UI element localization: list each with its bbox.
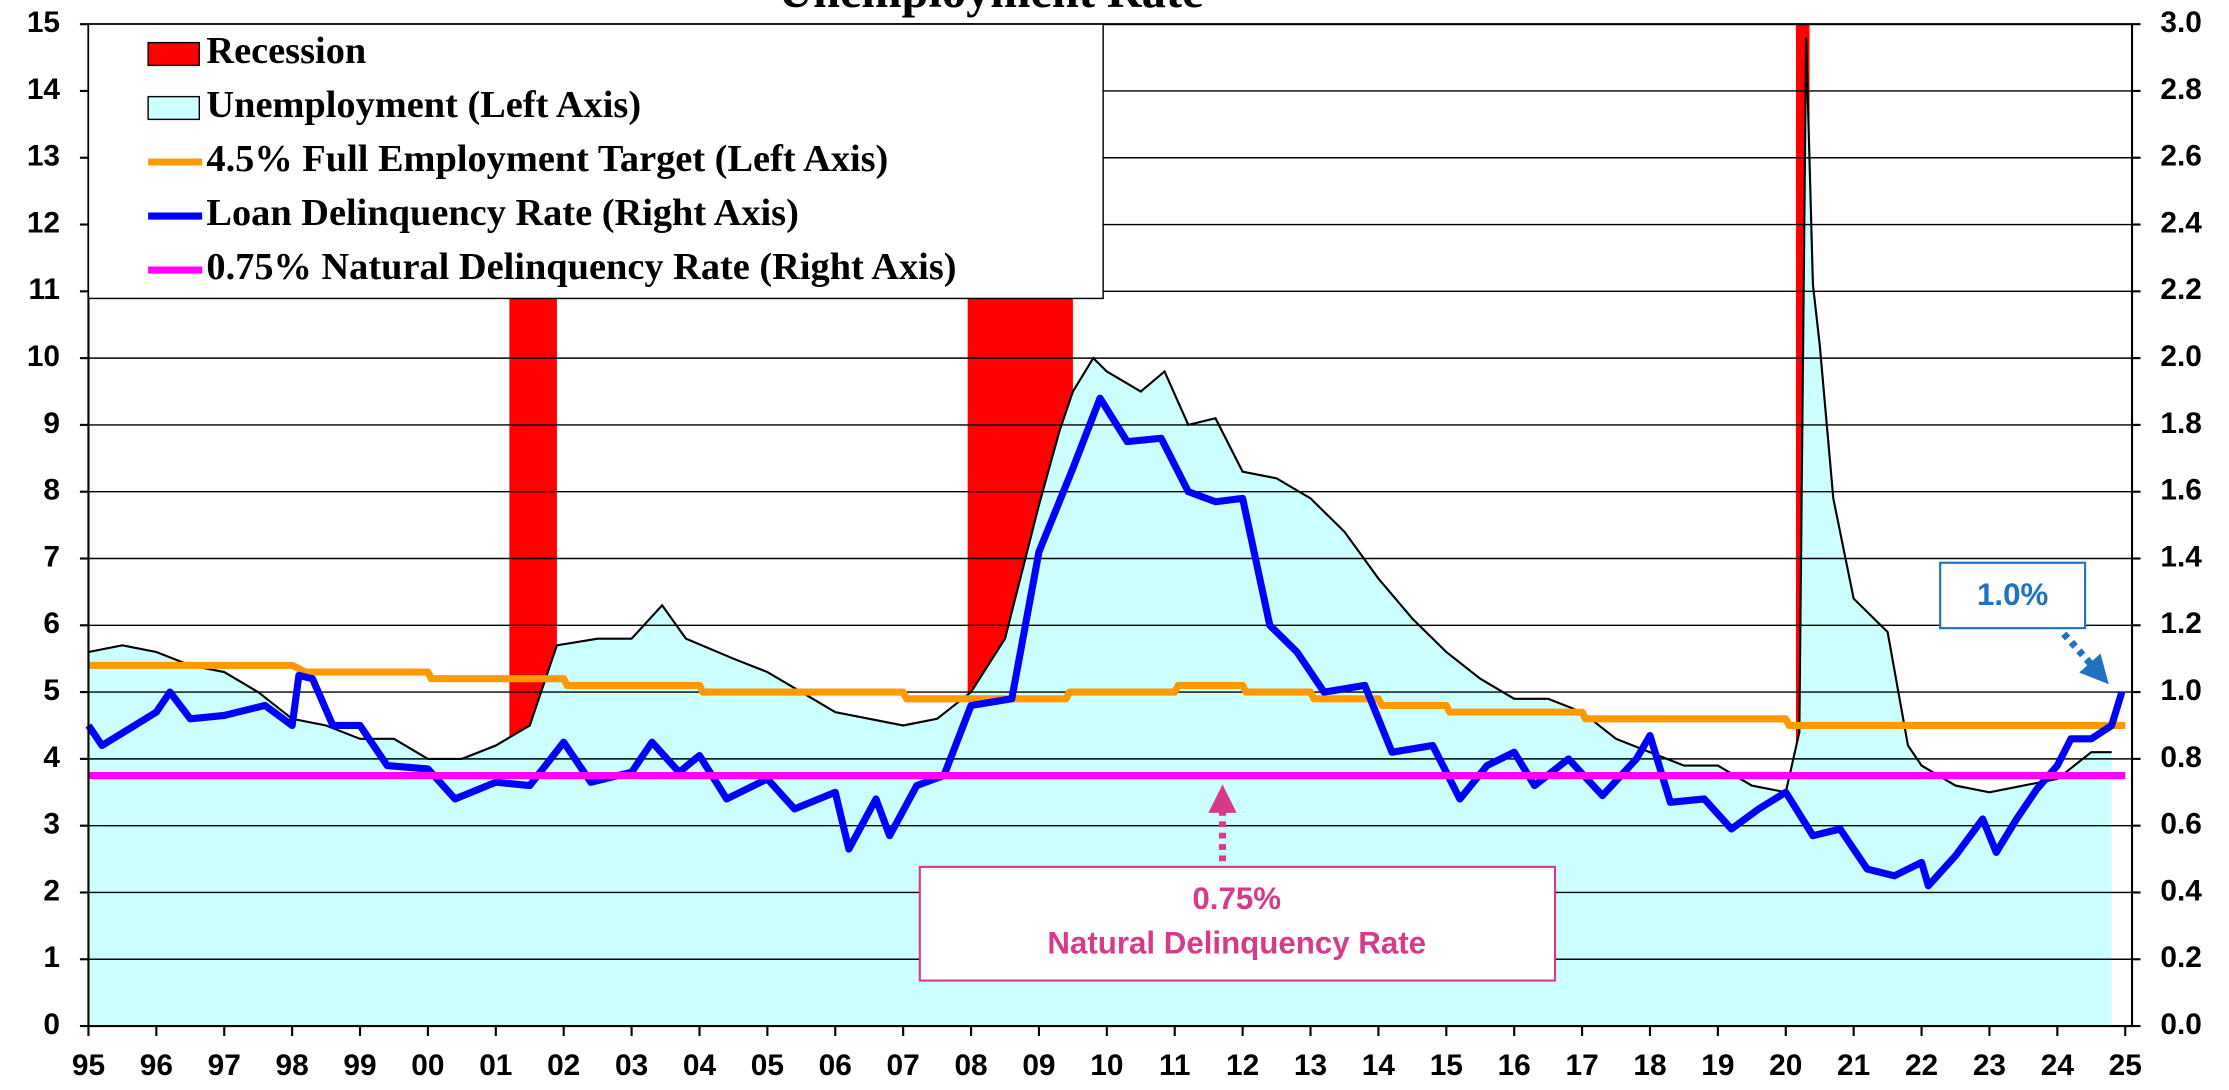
y-tick-label: 10	[27, 340, 60, 373]
y-tick-label: 15	[27, 6, 60, 39]
legend-label: Unemployment (Left Axis)	[206, 84, 641, 126]
x-tick-label: 12	[1226, 1049, 1259, 1082]
x-tick-label: 19	[1701, 1049, 1734, 1082]
x-tick-label: 01	[479, 1049, 512, 1082]
x-tick-label: 18	[1633, 1049, 1666, 1082]
y-tick-label: 1	[43, 941, 60, 974]
x-tick-label: 95	[72, 1049, 105, 1082]
chart-title: Unemployment Rate	[778, 0, 1203, 18]
legend-swatch	[147, 41, 201, 67]
line	[85, 394, 2126, 890]
x-tick-label: 23	[1973, 1049, 2006, 1082]
x-tick-label: 15	[1430, 1049, 1463, 1082]
y2-tick-label: 0.6	[2160, 808, 2201, 841]
y-tick-label: 12	[27, 206, 60, 239]
y-tick-label: 11	[28, 273, 60, 306]
y-tick-label: 14	[27, 73, 61, 106]
y2-tick-label: 2.2	[2160, 273, 2201, 306]
legend-swatch	[147, 95, 201, 121]
y-tick-label: 5	[43, 674, 60, 707]
plot-frame	[87, 23, 2134, 1028]
x-tick-label: 06	[819, 1049, 852, 1082]
y-tick-label: 0	[43, 1008, 60, 1041]
y-tick-label: 9	[43, 407, 60, 440]
y-tick-label: 8	[43, 474, 60, 507]
y2-tick-label: 0.2	[2160, 941, 2201, 974]
annotation-box	[918, 865, 1557, 982]
x-tick-label: 16	[1498, 1049, 1531, 1082]
y2-tick-label: 0.4	[2160, 874, 2202, 907]
y2-tick-label: 2.0	[2160, 340, 2201, 373]
y2-tick-label: 1.8	[2160, 407, 2201, 440]
annotation-text: 1.0%	[1977, 577, 2048, 612]
x-tick-label: 11	[1159, 1049, 1191, 1082]
x-tick-label: 22	[1905, 1049, 1938, 1082]
x-tick-label: 08	[954, 1049, 987, 1082]
x-tick-label: 07	[887, 1049, 920, 1082]
annotation-text: 0.75%	[1192, 881, 1281, 916]
annotation-text: Natural Delinquency Rate	[1047, 925, 1426, 960]
y2-tick-label: 2.8	[2160, 73, 2201, 106]
x-tick-label: 25	[2109, 1049, 2142, 1082]
x-tick-label: 13	[1294, 1049, 1327, 1082]
x-tick-label: 21	[1837, 1049, 1870, 1082]
x-tick-label: 97	[208, 1049, 241, 1082]
y-tick-label: 4	[43, 741, 60, 774]
x-tick-label: 14	[1362, 1049, 1396, 1082]
y-tick-label: 7	[43, 540, 60, 573]
x-tick-label: 03	[615, 1049, 648, 1082]
x-tick-label: 05	[751, 1049, 784, 1082]
x-tick-label: 98	[276, 1049, 309, 1082]
area-outline	[88, 37, 2112, 794]
y2-tick-label: 1.4	[2160, 540, 2202, 573]
x-tick-label: 99	[343, 1049, 376, 1082]
annotation-arrow	[2061, 631, 2109, 685]
y2-tick-label: 1.0	[2160, 674, 2201, 707]
y2-tick-label: 1.6	[2160, 474, 2201, 507]
y-tick-label: 13	[27, 140, 60, 173]
y2-tick-label: 3.0	[2160, 6, 2201, 39]
y2-tick-label: 0.0	[2160, 1008, 2201, 1041]
x-tick-label: 02	[547, 1049, 580, 1082]
y-tick-label: 6	[43, 607, 60, 640]
annotation-box	[1939, 561, 2087, 630]
x-tick-label: 20	[1769, 1049, 1802, 1082]
legend-label: 4.5% Full Employment Target (Left Axis)	[206, 138, 888, 180]
x-tick-label: 10	[1090, 1049, 1123, 1082]
x-tick-label: 24	[2041, 1049, 2075, 1082]
x-tick-label: 00	[411, 1049, 444, 1082]
legend-label: 0.75% Natural Delinquency Rate (Right Ax…	[206, 246, 956, 288]
y-tick-label: 3	[43, 808, 60, 841]
x-tick-label: 04	[683, 1049, 717, 1082]
y-tick-label: 2	[43, 874, 60, 907]
x-tick-label: 96	[140, 1049, 173, 1082]
y2-tick-label: 2.6	[2160, 140, 2201, 173]
legend-box	[87, 23, 1104, 300]
y2-tick-label: 1.2	[2160, 607, 2201, 640]
x-tick-label: 09	[1022, 1049, 1055, 1082]
legend-label: Recession	[206, 30, 366, 72]
y2-tick-label: 0.8	[2160, 741, 2201, 774]
line	[88, 661, 2126, 730]
legend-label: Loan Delinquency Rate (Right Axis)	[206, 192, 798, 234]
x-tick-label: 17	[1565, 1049, 1598, 1082]
y2-tick-label: 2.4	[2160, 206, 2202, 239]
